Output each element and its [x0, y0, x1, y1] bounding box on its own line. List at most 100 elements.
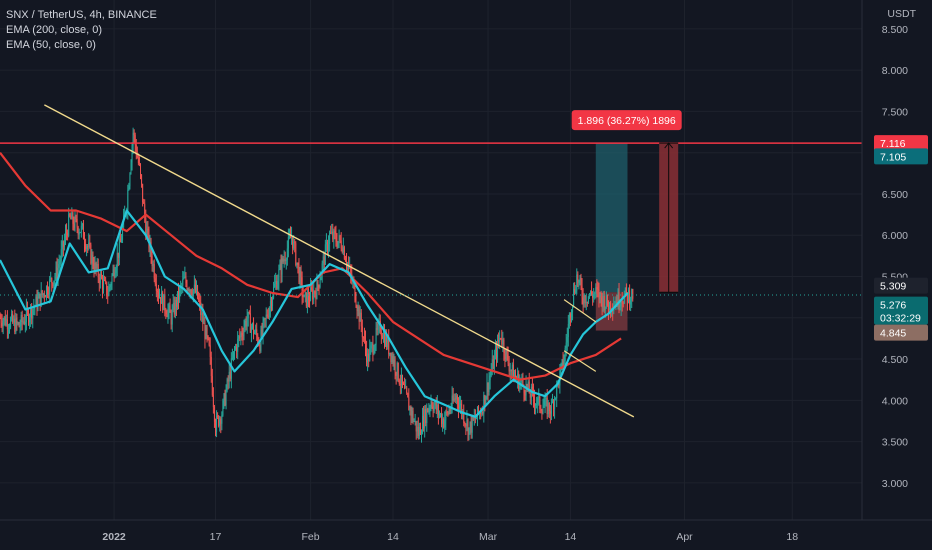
candle-body [243, 327, 245, 337]
candle-body [570, 312, 572, 318]
candle-body [441, 413, 443, 424]
candle-body [98, 277, 100, 284]
candle-body [225, 390, 227, 406]
candle-body [261, 330, 263, 335]
candle-body [321, 263, 323, 275]
channel-upper [563, 299, 597, 323]
candle-body [534, 398, 536, 406]
candle-body [404, 384, 406, 389]
candle-body [403, 383, 405, 385]
candle-body [331, 231, 333, 234]
candle-body [508, 363, 510, 372]
candle-body [590, 290, 592, 296]
candle-body [120, 240, 122, 243]
candle-body [115, 267, 117, 274]
candle-body [184, 276, 186, 278]
candle-body [372, 343, 374, 355]
candle-body [170, 312, 172, 325]
candle-body [406, 387, 408, 394]
candle-body [606, 295, 608, 306]
candle-body [298, 264, 300, 282]
candle-body [426, 408, 428, 424]
candle-body [480, 412, 482, 415]
time-axis[interactable]: 2022 17 Feb 14 Mar 14 Apr 18 [0, 519, 932, 550]
price-axis[interactable]: USDT3.0003.5004.0004.5005.0005.5006.0006… [861, 0, 932, 550]
candle-body [208, 338, 210, 346]
candle-body [506, 349, 508, 355]
candle-body [581, 286, 583, 298]
candle-body [139, 164, 141, 175]
candle-body [44, 296, 46, 298]
ema200-legend[interactable]: EMA (200, close, 0) [6, 24, 102, 36]
candle-body [278, 269, 280, 282]
candle-body [25, 307, 27, 322]
candle-body [389, 352, 391, 355]
candle-body [193, 284, 195, 290]
candle-body [41, 290, 43, 295]
candle-body [20, 315, 22, 327]
candle-body [563, 361, 565, 368]
candle-body [493, 355, 495, 369]
candle-body [369, 348, 371, 361]
ema50-line [0, 209, 629, 418]
candle-body [380, 331, 382, 336]
candle-body [130, 162, 132, 174]
candle-body [49, 279, 51, 295]
candle-body [355, 300, 357, 307]
candle-body [276, 281, 278, 289]
time-tick-label: Feb [302, 531, 320, 543]
candle-body [366, 348, 368, 363]
candle-body [336, 241, 338, 247]
candle-body [417, 426, 419, 436]
candle-body [549, 411, 551, 414]
price-tick-label: 3.000 [882, 478, 908, 490]
time-axis-bg [0, 520, 932, 550]
candle-body [270, 301, 272, 307]
candle-body [447, 412, 449, 415]
candle-body [524, 393, 526, 396]
candle-body [577, 274, 579, 283]
candle-body [112, 269, 114, 276]
candle-body [408, 397, 410, 411]
candle-body [142, 183, 144, 203]
candle-body [602, 295, 604, 308]
candle-body [213, 406, 215, 422]
candle-body [167, 310, 169, 317]
candle-body [11, 314, 13, 320]
candle-body [5, 319, 7, 325]
candle-body [567, 324, 569, 338]
candle-body [619, 306, 621, 308]
candle-body [566, 337, 568, 343]
candle-body [215, 421, 216, 432]
channel-lower [563, 350, 597, 372]
candle-body [630, 300, 632, 305]
measure-label: 1.896 (36.27%) 1896 [578, 115, 676, 127]
ema50-legend[interactable]: EMA (50, close, 0) [6, 39, 96, 51]
candle-body [202, 312, 204, 324]
candle-body [527, 381, 529, 389]
candle-body [19, 326, 21, 328]
candle-body [585, 301, 587, 304]
candle-body [468, 427, 470, 436]
candle-body [621, 301, 623, 304]
candle-body [620, 301, 622, 307]
candle-body [222, 400, 224, 416]
candle-body [401, 374, 403, 384]
candle-body [411, 411, 413, 416]
candle-body [28, 310, 30, 323]
candle-body [302, 294, 304, 298]
candle-body [422, 415, 424, 434]
candle-body [146, 228, 148, 236]
candle-body [554, 398, 556, 410]
symbol-title[interactable]: SNX / TetherUS, 4h, BINANCE [6, 9, 157, 21]
candle-body [266, 314, 268, 317]
candle-body [135, 145, 137, 156]
candle-body [564, 348, 566, 362]
candle-body [628, 290, 630, 302]
candle-body [199, 300, 201, 303]
candle-body [37, 298, 39, 309]
candle-body [427, 408, 429, 413]
candle-body [207, 335, 209, 339]
candle-body [497, 339, 499, 358]
